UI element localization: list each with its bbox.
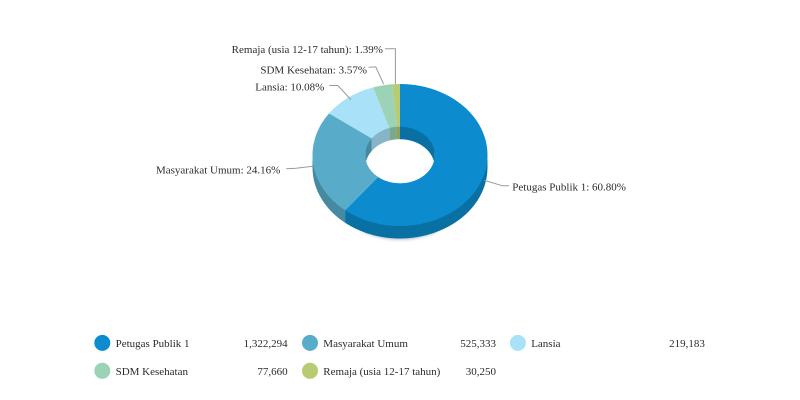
svg-text:525,333: 525,333	[460, 338, 496, 350]
svg-text:Remaja (usia 12-17 tahun): 1.3: Remaja (usia 12-17 tahun): 1.39%	[232, 44, 383, 56]
svg-text:SDM Kesehatan: SDM Kesehatan	[116, 366, 189, 378]
svg-text:Lansia: Lansia	[531, 338, 560, 350]
svg-text:Remaja (usia 12-17 tahun): Remaja (usia 12-17 tahun)	[323, 366, 440, 378]
svg-text:1,322,294: 1,322,294	[244, 338, 289, 350]
svg-text:77,660: 77,660	[257, 366, 288, 378]
svg-text:Masyarakat Umum: Masyarakat Umum	[323, 338, 408, 350]
svg-text:219,183: 219,183	[669, 338, 705, 350]
svg-text:Petugas Publik 1: 60.80%: Petugas Publik 1: 60.80%	[512, 181, 626, 193]
svg-text:Lansia: 10.08%: Lansia: 10.08%	[255, 82, 324, 94]
svg-text:30,250: 30,250	[466, 366, 497, 378]
svg-text:SDM Kesehatan: 3.57%: SDM Kesehatan: 3.57%	[260, 65, 367, 77]
svg-text:Masyarakat Umum: 24.16%: Masyarakat Umum: 24.16%	[156, 165, 280, 177]
svg-text:Petugas Publik 1: Petugas Publik 1	[116, 338, 190, 350]
